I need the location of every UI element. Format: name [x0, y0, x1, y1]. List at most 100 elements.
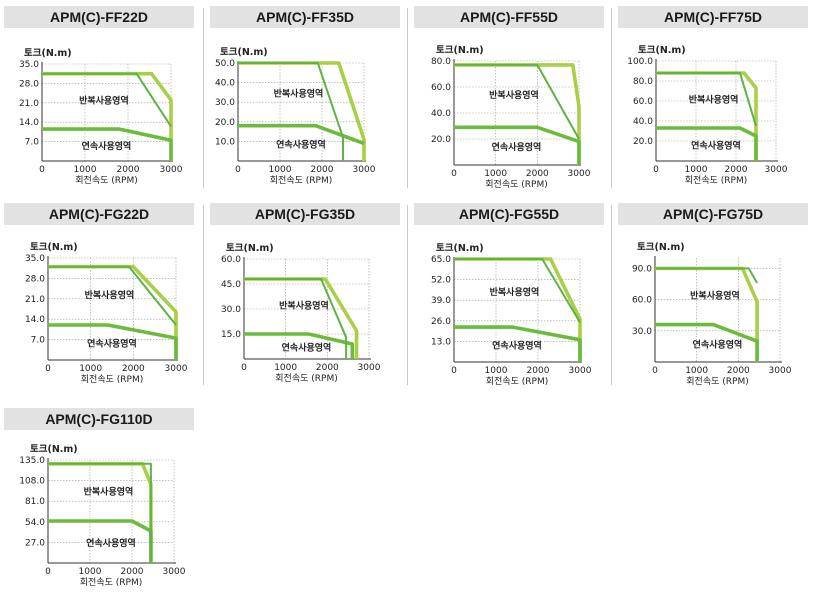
x-tick-label: 0: [241, 363, 247, 373]
series-line-continuous: [48, 323, 178, 360]
region-label-repeated: 반복사용영역: [490, 286, 540, 298]
y-tick-label: 60.0: [221, 255, 241, 265]
y-axis-label: 토크(N.m): [220, 47, 268, 58]
x-tick-label: 1000: [274, 363, 297, 373]
y-tick-label: 81.0: [25, 497, 45, 507]
chart-plot: 토크(N.m) 7.0 14.0 21.0 28.0 35.0 0 1000 2000 3000 회…: [19, 48, 183, 186]
chart-title: APM(C)-FG110D: [4, 408, 194, 430]
series-line-repeated-dark: [48, 265, 177, 326]
series-line-repeated-dark: [42, 72, 172, 127]
y-tick-label: 90.0: [632, 264, 652, 274]
x-tick-label: 0: [45, 567, 51, 577]
y-tick-label: 21.0: [25, 295, 45, 305]
chart-title: APM(C)-FF35D: [210, 6, 400, 28]
y-tick-label: 39.0: [431, 296, 451, 306]
x-axis-label: 회전속도 (RPM): [485, 179, 547, 190]
y-tick-label: 28.0: [19, 79, 39, 89]
x-axis-label: 회전속도 (RPM): [685, 175, 747, 186]
y-tick-label: 60.0: [632, 296, 652, 306]
chart-plot: 토크(N.m) 30.0 60.0 90.0 0 1000 2000 3000 회전속도 (RP…: [632, 242, 792, 387]
y-tick-label: 7.0: [25, 138, 40, 148]
x-tick-label: 3000: [165, 364, 188, 374]
y-axis-label: 토크(N.m): [638, 45, 686, 56]
y-tick-label: 14.0: [25, 315, 45, 325]
region-label-continuous: 연속사용영역: [282, 342, 332, 354]
y-tick-label: 20.0: [215, 118, 235, 128]
chart-plot: 토크(N.m) 27.0 54.0 81.0 108.0 135.0 0 1000 2000 30…: [19, 444, 185, 588]
y-tick-label: 28.0: [25, 274, 45, 284]
x-tick-label: 0: [451, 366, 457, 376]
chart-title: APM(C)-FG75D: [618, 203, 808, 225]
x-tick-label: 0: [235, 165, 241, 175]
x-tick-label: 2000: [725, 165, 748, 175]
region-label-repeated: 반복사용영역: [690, 289, 740, 301]
y-axis-label: 토크(N.m): [30, 444, 78, 455]
x-tick-label: 1000: [485, 366, 508, 376]
series-line-continuous: [244, 332, 355, 359]
x-axis-label: 회전속도 (RPM): [80, 577, 142, 588]
x-tick-label: 2000: [117, 165, 140, 175]
series-line-repeated-dark: [48, 462, 152, 563]
column-divider: [611, 205, 612, 385]
y-tick-label: 21.0: [19, 99, 39, 109]
x-tick-label: 0: [45, 364, 51, 374]
chart-panel: APM(C)-FF75D 토크(N.m) 20.0 40.0 60.0 80.0 100.0…: [618, 6, 808, 191]
y-tick-label: 60.0: [633, 97, 653, 107]
region-label-repeated: 반복사용영역: [84, 485, 134, 497]
y-tick-label: 80.0: [633, 77, 653, 87]
series-line-continuous: [454, 325, 582, 362]
series-line-continuous: [238, 123, 365, 146]
y-tick-label: 45.0: [221, 280, 241, 290]
chart-panel: APM(C)-FG22D 토크(N.m) 7.0 14.0 21.0 28.0 35.0 0 1…: [4, 203, 194, 388]
chart-panel: APM(C)-FG35D 토크(N.m) 15.0 30.0 45.0 60.0 0 1000…: [210, 203, 400, 388]
chart-title: APM(C)-FG55D: [414, 203, 604, 225]
x-tick-label: 0: [652, 366, 658, 376]
x-tick-label: 3000: [769, 366, 792, 376]
column-divider: [203, 205, 204, 385]
chart-title: APM(C)-FG22D: [4, 203, 194, 225]
region-label-repeated: 반복사용영역: [85, 289, 135, 301]
chart-title: APM(C)-FG35D: [210, 203, 400, 225]
y-tick-label: 135.0: [19, 456, 45, 466]
y-tick-label: 108.0: [19, 477, 45, 487]
x-tick-label: 0: [39, 165, 45, 175]
x-tick-label: 2000: [316, 363, 339, 373]
region-label-continuous: 연속사용영역: [82, 140, 132, 152]
chart-panel: APM(C)-FG75D 토크(N.m) 30.0 60.0 90.0 0 1000 2000…: [618, 203, 808, 388]
y-tick-label: 20.0: [431, 135, 451, 145]
y-axis-label: 토크(N.m): [436, 45, 484, 56]
y-tick-label: 30.0: [215, 98, 235, 108]
x-axis-label: 회전속도 (RPM): [486, 376, 548, 387]
chart-plot: 토크(N.m) 10.0 20.0 30.0 40.0 50.0 0 1000 2000 3000…: [215, 47, 376, 186]
x-tick-label: 2000: [122, 364, 145, 374]
y-tick-label: 54.0: [25, 518, 45, 528]
y-axis-label: 토크(N.m): [24, 48, 72, 59]
x-tick-label: 2000: [526, 169, 549, 179]
region-label-continuous: 연속사용영역: [87, 338, 137, 350]
y-tick-label: 52.0: [431, 276, 451, 286]
x-tick-label: 1000: [484, 169, 507, 179]
y-tick-label: 10.0: [215, 137, 235, 147]
y-axis-label: 토크(N.m): [226, 243, 274, 254]
y-tick-label: 26.0: [431, 317, 451, 327]
x-tick-label: 0: [653, 165, 659, 175]
region-label-repeated: 반복사용영역: [274, 87, 324, 99]
x-tick-label: 0: [451, 169, 457, 179]
chart-plot: 토크(N.m) 20.0 40.0 60.0 80.0 100.0 0 1000 2000 300…: [627, 45, 787, 186]
region-label-continuous: 연속사용영역: [492, 340, 542, 352]
region-label-repeated: 반복사용영역: [489, 89, 539, 101]
y-tick-label: 14.0: [19, 118, 39, 128]
x-tick-label: 1000: [79, 364, 102, 374]
region-label-continuous: 연속사용영역: [492, 141, 542, 153]
series-line-continuous: [656, 126, 758, 161]
x-tick-label: 2000: [121, 567, 144, 577]
y-tick-label: 30.0: [221, 305, 241, 315]
x-tick-label: 2000: [527, 366, 550, 376]
x-axis-label: 회전속도 (RPM): [81, 374, 143, 385]
x-tick-label: 3000: [569, 366, 592, 376]
x-tick-label: 1000: [685, 165, 708, 175]
chart-plot: 토크(N.m) 20.0 40.0 60.0 80.0 0 1000 2000 3000 회전속도…: [431, 45, 591, 190]
chart-title: APM(C)-FF55D: [414, 6, 604, 28]
region-label-continuous: 연속사용영역: [276, 138, 326, 150]
y-tick-label: 7.0: [31, 336, 46, 346]
